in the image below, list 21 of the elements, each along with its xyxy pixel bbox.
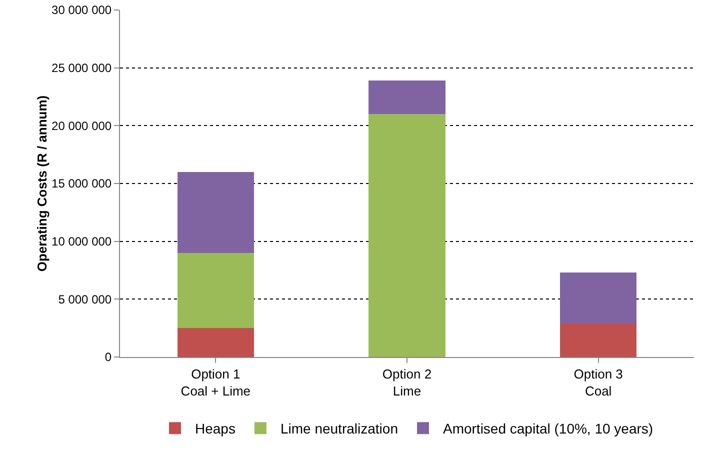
bar xyxy=(177,172,254,253)
y-tick-label: 20 000 000 xyxy=(52,118,112,133)
y-tick-label: 15 000 000 xyxy=(52,176,112,191)
y-tick-label: 10 000 000 xyxy=(52,234,112,249)
legend-label: Amortised capital (10%, 10 years) xyxy=(442,420,654,437)
y-tick-label: 25 000 000 xyxy=(52,61,112,76)
bar xyxy=(177,328,254,357)
bar xyxy=(560,272,637,324)
x-tick-label: Option 2 Lime xyxy=(382,366,432,398)
y-tick-label: 0 xyxy=(104,350,112,364)
y-axis-title: Operating Costs (R / annum) xyxy=(34,95,50,272)
x-tick-label: Option 3 Coal xyxy=(574,366,623,398)
bar xyxy=(368,114,446,357)
legend-label: Heaps xyxy=(195,420,236,437)
x-tick-label: Option 1 Coal + Lime xyxy=(180,366,251,398)
bar xyxy=(560,323,637,357)
y-tick-label: 30 000 000 xyxy=(52,3,112,18)
bar xyxy=(368,80,446,114)
y-tick-label: 5 000 000 xyxy=(58,292,112,306)
legend-label: Lime neutralization xyxy=(280,420,398,437)
bar xyxy=(177,252,254,328)
